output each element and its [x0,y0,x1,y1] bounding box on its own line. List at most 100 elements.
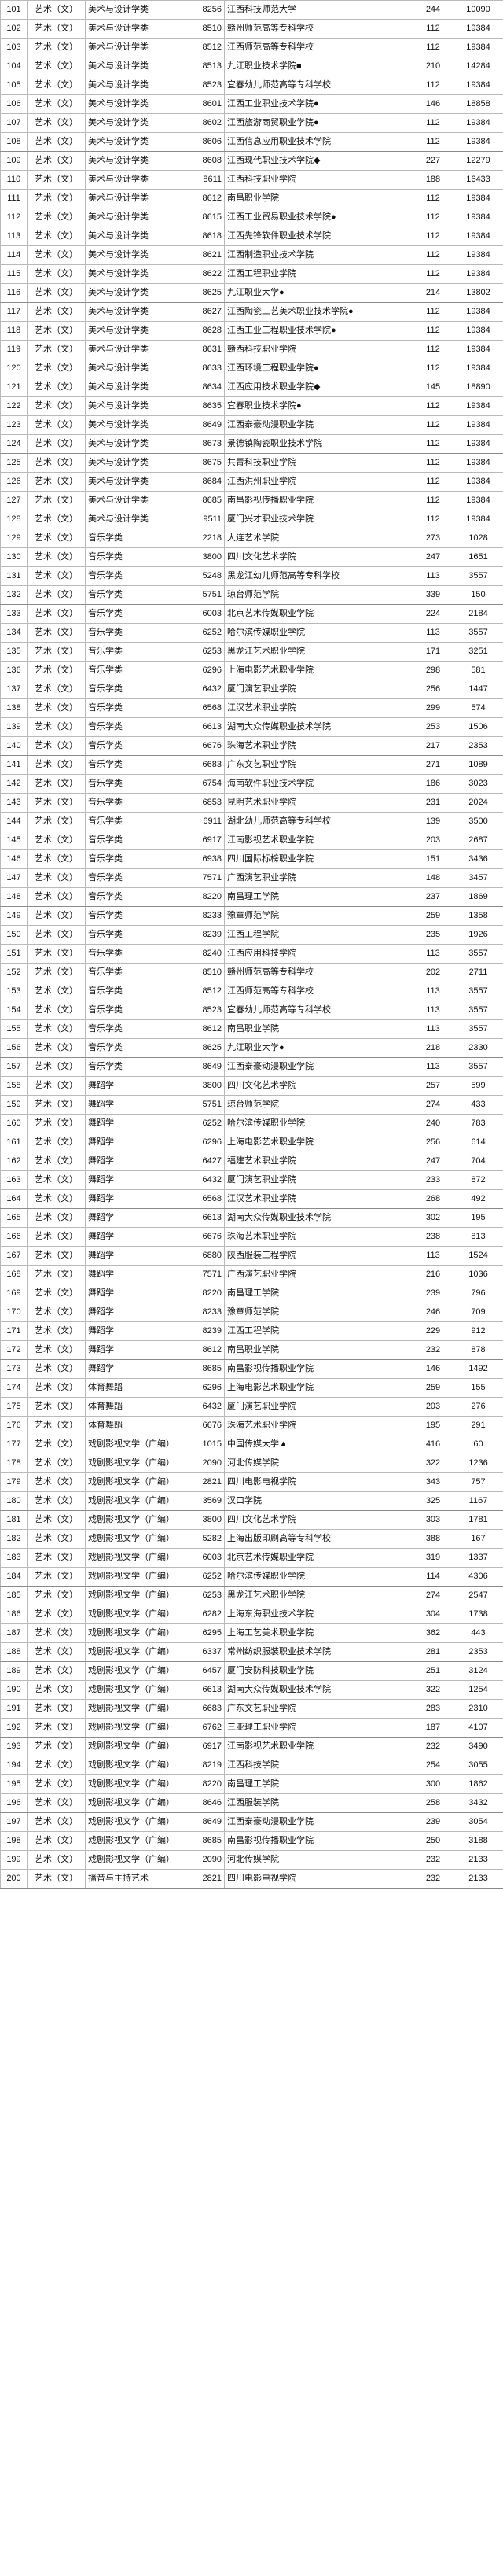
row-rank: 443 [453,1623,503,1643]
row-rank: 19384 [453,76,503,95]
row-index: 143 [0,793,28,813]
row-school-name: 江西工业工程职业技术学院● [224,321,413,341]
row-school-name: 黑龙江艺术职业学院 [224,642,413,662]
table-row: 159 艺术（文） 舞蹈学 5751 琼台师范学院 274 433 [0,1095,503,1115]
row-score: 304 [413,1605,453,1624]
table-row: 106 艺术（文） 美术与设计学类 8601 江西工业职业技术学院● 146 18858 [0,94,503,114]
row-rank: 19384 [453,321,503,341]
row-rank: 783 [453,1114,503,1133]
row-score: 268 [413,1189,453,1209]
row-school-name: 赣西科技职业学院 [224,340,413,359]
row-category: 艺术（文） [27,151,86,171]
table-row: 163 艺术（文） 舞蹈学 6432 厦门演艺职业学院 233 872 [0,1170,503,1190]
table-row: 119 艺术（文） 美术与设计学类 8631 赣西科技职业学院 112 19384 [0,340,503,359]
row-school-code: 3800 [193,1510,225,1530]
row-score: 112 [413,453,453,473]
row-school-name: 四川文化艺术学院 [224,1510,413,1530]
row-school-name: 河北传媒学院 [224,1454,413,1473]
row-score: 247 [413,1152,453,1171]
row-rank: 3557 [453,1019,503,1039]
table-row: 165 艺术（文） 舞蹈学 6613 湖南大众传媒职业技术学院 302 195 [0,1208,503,1228]
row-category: 艺术（文） [27,1491,86,1511]
row-major: 音乐学类 [85,982,193,1001]
row-score: 216 [413,1265,453,1284]
row-category: 艺术（文） [27,1284,86,1303]
row-category: 艺术（文） [27,1850,86,1870]
row-category: 艺术（文） [27,208,86,227]
row-school-name: 四川国际标榜职业学院 [224,849,413,869]
row-score: 112 [413,396,453,416]
row-school-name: 大连艺术学院 [224,529,413,548]
row-school-name: 江南影视艺术职业学院 [224,831,413,850]
table-row: 200 艺术（文） 播音与主持艺术 2821 四川电影电视学院 232 2133 [0,1869,503,1889]
row-school-code: 8628 [193,321,225,341]
row-school-name: 四川文化艺术学院 [224,1076,413,1096]
row-school-code: 6938 [193,849,225,869]
row-major: 舞蹈学 [85,1359,193,1379]
row-school-name: 豫章师范学院 [224,906,413,926]
row-score: 146 [413,1359,453,1379]
row-school-name: 湖北幼儿师范高等专科学校 [224,812,413,831]
row-score: 232 [413,1869,453,1889]
row-index: 118 [0,321,28,341]
row-score: 112 [413,340,453,359]
row-category: 艺术（文） [27,982,86,1001]
row-category: 艺术（文） [27,661,86,680]
row-major: 音乐学类 [85,906,193,926]
row-category: 艺术（文） [27,76,86,95]
row-rank: 2353 [453,736,503,756]
row-school-code: 8602 [193,113,225,133]
row-category: 艺术（文） [27,113,86,133]
row-school-name: 江西工业贸易职业技术学院● [224,208,413,227]
row-school-name: 北京艺术传媒职业学院 [224,604,413,624]
row-score: 113 [413,982,453,1001]
row-index: 121 [0,378,28,397]
row-school-code: 6917 [193,1737,225,1756]
row-index: 148 [0,887,28,907]
row-index: 177 [0,1435,28,1454]
row-score: 256 [413,680,453,699]
row-score: 256 [413,1133,453,1152]
row-score: 343 [413,1472,453,1492]
row-major: 美术与设计学类 [85,491,193,510]
row-school-name: 福建艺术职业学院 [224,1152,413,1171]
row-rank: 3432 [453,1793,503,1813]
row-school-name: 赣州师范高等专科学校 [224,963,413,982]
row-major: 美术与设计学类 [85,378,193,397]
row-category: 艺术（文） [27,1793,86,1813]
row-school-name: 湖南大众传媒职业技术学院 [224,717,413,737]
row-major: 美术与设计学类 [85,208,193,227]
row-major: 戏剧影视文学（广编） [85,1680,193,1700]
row-score: 274 [413,1586,453,1605]
row-score: 113 [413,1019,453,1039]
row-major: 戏剧影视文学（广编） [85,1454,193,1473]
row-category: 艺术（文） [27,680,86,699]
row-category: 艺术（文） [27,849,86,869]
row-rank: 195 [453,1208,503,1228]
row-major: 戏剧影视文学（广编） [85,1737,193,1756]
row-index: 160 [0,1114,28,1133]
row-rank: 2133 [453,1850,503,1870]
row-index: 103 [0,38,28,57]
row-category: 艺术（文） [27,57,86,76]
row-index: 127 [0,491,28,510]
row-rank: 19384 [453,434,503,454]
row-major: 戏剧影视文学（广编） [85,1756,193,1775]
row-school-code: 8220 [193,1284,225,1303]
row-index: 153 [0,982,28,1001]
row-score: 112 [413,302,453,322]
row-school-code: 6568 [193,1189,225,1209]
row-score: 112 [413,208,453,227]
row-category: 艺术（文） [27,227,86,246]
row-category: 艺术（文） [27,1265,86,1284]
row-school-name: 黑龙江幼儿师范高等专科学校 [224,566,413,586]
row-major: 舞蹈学 [85,1246,193,1266]
row-school-name: 南昌影视传播职业学院 [224,1831,413,1851]
row-index: 181 [0,1510,28,1530]
row-category: 艺术（文） [27,944,86,964]
row-school-name: 北京艺术传媒职业学院 [224,1548,413,1568]
table-row: 185 艺术（文） 戏剧影视文学（广编） 6253 黑龙江艺术职业学院 274 2547 [0,1586,503,1605]
row-school-name: 陕西服装工程学院 [224,1246,413,1266]
row-score: 233 [413,1170,453,1190]
row-school-name: 江西师范高等专科学校 [224,38,413,57]
